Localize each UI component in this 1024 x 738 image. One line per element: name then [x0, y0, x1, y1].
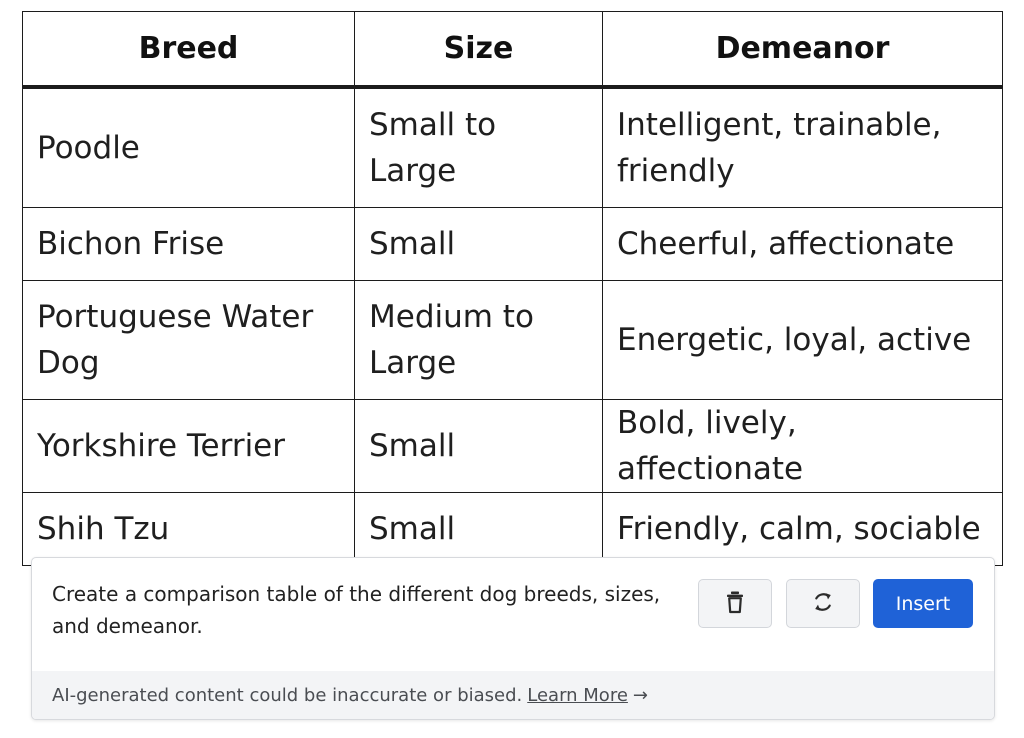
table-header-row: Breed Size Demeanor	[22, 11, 1003, 89]
cell-breed: Portuguese Water Dog	[22, 280, 355, 400]
trash-icon	[724, 590, 746, 618]
cell-demeanor: Energetic, loyal, active	[602, 280, 1003, 400]
delete-button[interactable]	[698, 579, 772, 628]
cell-size: Small	[354, 492, 603, 566]
cell-breed: Poodle	[22, 86, 355, 208]
cell-size: Medium to Large	[354, 280, 603, 400]
cell-size: Small	[354, 399, 603, 493]
learn-more-link[interactable]: Learn More	[527, 684, 628, 706]
cell-demeanor: Friendly, calm, sociable	[602, 492, 1003, 566]
cell-demeanor: Bold, lively, affectionate	[602, 399, 1003, 493]
prompt-text: Create a comparison table of the differe…	[52, 582, 661, 638]
table-row: Bichon Frise Small Cheerful, affectionat…	[22, 207, 1003, 281]
header-demeanor: Demeanor	[602, 11, 1003, 89]
dog-breed-comparison-table: Breed Size Demeanor Poodle Small to Larg…	[22, 11, 1003, 566]
ai-prompt-card: Create a comparison table of the differe…	[31, 557, 995, 720]
cell-size: Small to Large	[354, 86, 603, 208]
cell-breed: Shih Tzu	[22, 492, 355, 566]
disclaimer-bar: AI-generated content could be inaccurate…	[32, 671, 994, 719]
header-breed: Breed	[22, 11, 355, 89]
cell-size: Small	[354, 207, 603, 281]
refresh-icon	[811, 590, 835, 618]
regenerate-button[interactable]	[786, 579, 860, 628]
disclaimer-text: AI-generated content could be inaccurate…	[52, 684, 523, 706]
header-size: Size	[354, 11, 603, 89]
cell-breed: Bichon Frise	[22, 207, 355, 281]
cell-breed: Yorkshire Terrier	[22, 399, 355, 493]
insert-button[interactable]: Insert	[873, 579, 973, 628]
table-row: Shih Tzu Small Friendly, calm, sociable	[22, 492, 1003, 566]
table-row: Poodle Small to Large Intelligent, train…	[22, 86, 1003, 208]
table-row: Yorkshire Terrier Small Bold, lively, af…	[22, 399, 1003, 493]
arrow-right-icon: →	[632, 684, 648, 706]
table-row: Portuguese Water Dog Medium to Large Ene…	[22, 280, 1003, 400]
cell-demeanor: Cheerful, affectionate	[602, 207, 1003, 281]
cell-demeanor: Intelligent, trainable, friendly	[602, 86, 1003, 208]
